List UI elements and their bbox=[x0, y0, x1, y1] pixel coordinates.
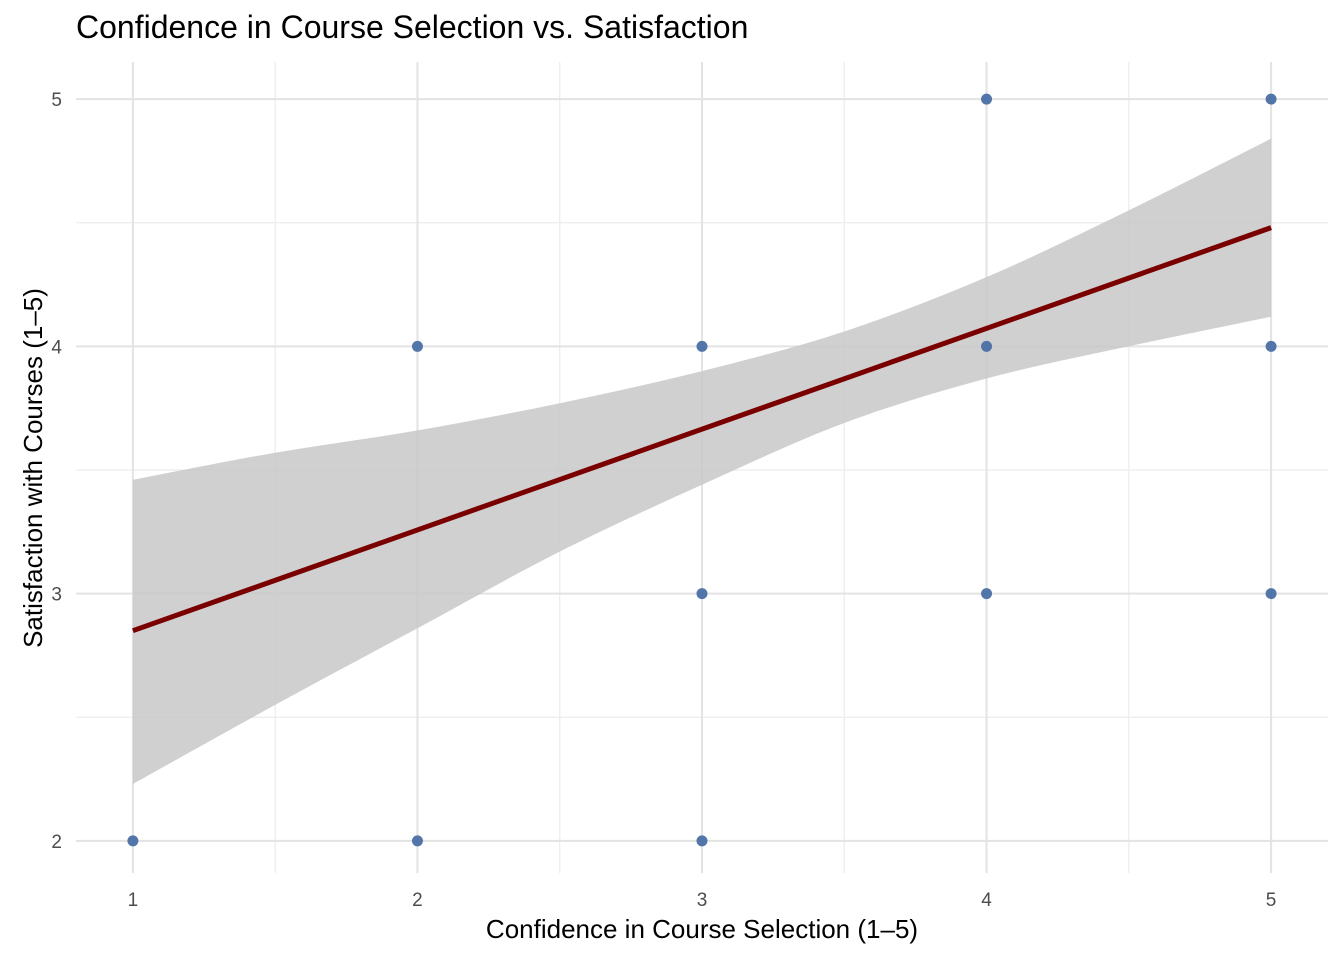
data-point bbox=[981, 340, 993, 352]
y-tick-label: 5 bbox=[51, 90, 62, 111]
x-tick-label: 3 bbox=[697, 890, 708, 911]
y-tick-label: 3 bbox=[51, 585, 62, 606]
x-axis-ticks: 1 2 3 4 5 bbox=[128, 890, 1277, 911]
x-tick-label: 2 bbox=[412, 890, 423, 911]
data-point bbox=[1265, 93, 1277, 105]
data-point bbox=[981, 93, 993, 105]
x-tick-label: 4 bbox=[981, 890, 992, 911]
x-tick-label: 1 bbox=[128, 890, 139, 911]
data-point bbox=[696, 340, 708, 352]
y-axis-label: Satisfaction with Courses (1–5) bbox=[18, 288, 48, 648]
confidence-band bbox=[132, 138, 1272, 785]
data-point bbox=[411, 835, 423, 847]
data-points bbox=[127, 93, 1277, 847]
chart-title: Confidence in Course Selection vs. Satis… bbox=[76, 9, 748, 45]
y-tick-label: 4 bbox=[51, 337, 62, 358]
data-point bbox=[696, 588, 708, 600]
data-point bbox=[411, 340, 423, 352]
data-point bbox=[127, 835, 139, 847]
data-point bbox=[981, 588, 993, 600]
data-point bbox=[1265, 340, 1277, 352]
data-point bbox=[1265, 588, 1277, 600]
y-axis-ticks: 2 3 4 5 bbox=[51, 90, 62, 853]
x-axis-label: Confidence in Course Selection (1–5) bbox=[486, 914, 918, 944]
y-tick-label: 2 bbox=[51, 832, 62, 853]
data-point bbox=[696, 835, 708, 847]
regression-line bbox=[132, 225, 1272, 634]
x-tick-label: 5 bbox=[1266, 890, 1277, 911]
